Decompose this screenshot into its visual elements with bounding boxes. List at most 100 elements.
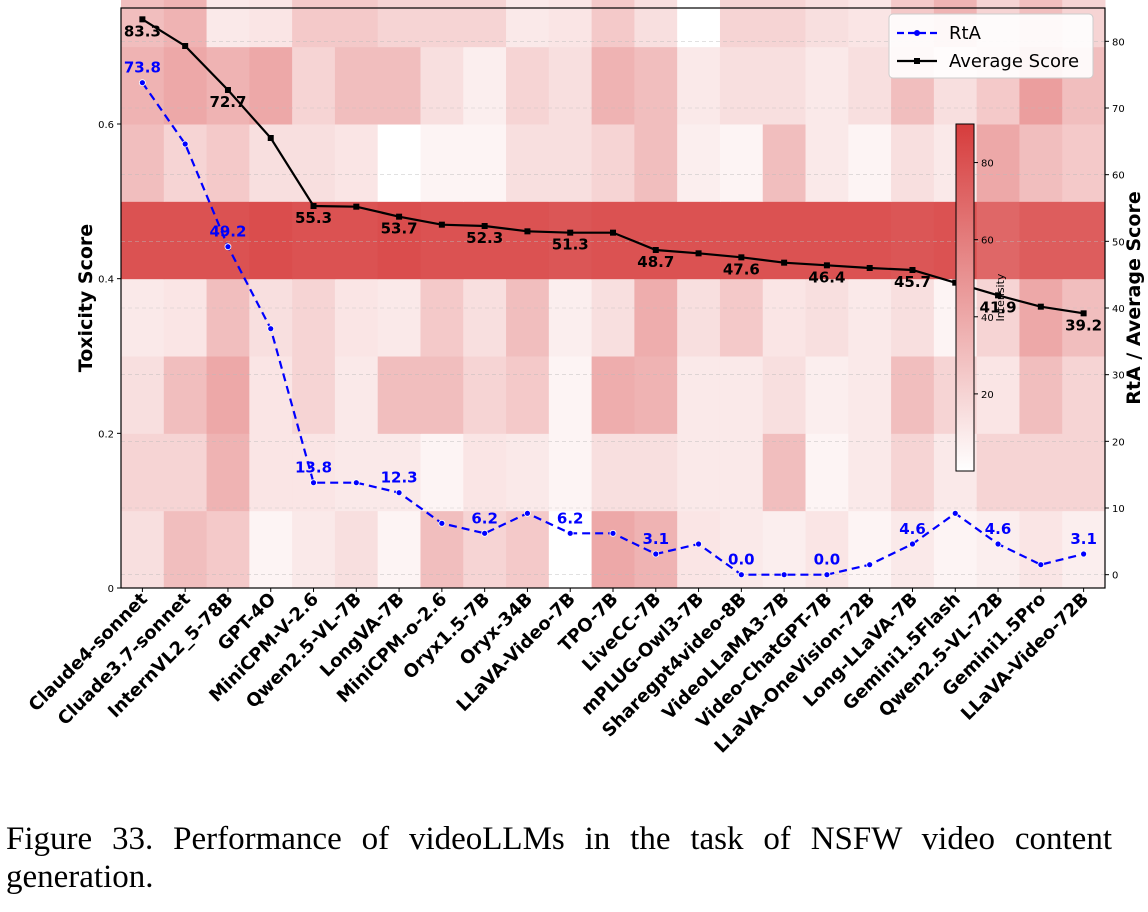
heatmap-cell [249,0,293,48]
average-score-point [139,16,146,23]
heatmap-cell [677,124,721,202]
rta-label: 6.2 [557,509,584,527]
heatmap-cell [548,46,593,125]
rta-point [566,529,574,537]
heatmap-cell [591,0,635,48]
heatmap-cell [1019,433,1063,512]
average-score-point [909,267,916,273]
heatmap-cell [334,201,379,280]
heatmap-cell [334,278,379,357]
heatmap-cell [762,356,807,434]
heatmap-cell [292,0,336,48]
heatmap-cell [976,356,1020,434]
heatmap-cell [634,124,678,202]
rta-point [481,529,489,537]
rta-point [994,540,1002,548]
heatmap-cell [719,0,764,48]
heatmap-cell [719,124,764,202]
average-score-label: 48.7 [637,253,674,271]
heatmap-cell [1019,201,1063,280]
heatmap-cell [634,201,678,280]
average-score-label: 53.7 [381,220,418,238]
heatmap-cell [1062,433,1106,512]
average-score-point [695,250,702,257]
heatmap-cell [548,124,593,202]
heatmap-cell [121,510,165,589]
heatmap-cell [163,0,208,48]
heatmap-cell [719,46,764,125]
heatmap-cell [206,124,250,202]
heatmap-cell [377,124,421,202]
figure-caption: Figure 33. Performance of videoLLMs in t… [6,821,1112,895]
heatmap-cell [848,433,892,512]
rta-point [438,519,446,527]
heatmap-cell [420,0,464,48]
heatmap-cell [719,201,764,280]
average-score-point [396,213,403,220]
heatmap-cell [548,510,593,589]
average-score-point [567,229,574,236]
rta-point [1080,550,1088,558]
left-tick-label: 0 [108,584,114,595]
right-tick-label: 10 [1112,504,1125,515]
heatmap-cell [891,124,935,202]
rta-label: 3.1 [642,530,669,548]
heatmap-cell [677,46,721,125]
heatmap-cell [163,356,208,434]
right-tick-label: 0 [1112,571,1118,582]
heatmap-cell [848,278,892,357]
heatmap-cell [805,433,849,512]
left-axis-title: Toxicity Score [75,224,97,372]
heatmap-cell [634,433,678,512]
heatmap-cell [249,201,293,280]
heatmap-cell [121,278,165,357]
heatmap-cell [891,356,935,434]
average-score-label: 52.3 [466,229,503,247]
average-score-point [652,247,659,253]
heatmap-cell [805,124,849,202]
colorbar-bar [955,123,975,472]
heatmap-cell [420,124,464,202]
heatmap-cell [762,201,807,280]
heatmap-cell [634,46,678,125]
heatmap-cell [1019,356,1063,434]
average-score-point [353,203,360,210]
heatmap-cell [548,201,593,280]
heatmap-cell [292,201,336,280]
rta-series: 73.8 49.2 13.8 12.3 6.2 6.2 3.1 0.0 0.0 4.6 4.6 3.1 [124,59,1097,579]
left-tick-label: 0.6 [98,120,114,131]
heatmap-cell [463,124,507,202]
heatmap [121,0,1106,589]
rta-point [181,140,189,148]
heatmap-cell [634,278,678,357]
heatmap-cell [506,46,550,125]
heatmap-cell [1062,510,1106,589]
gridlines [121,41,1105,575]
heatmap-cell [719,433,764,512]
heatmap-cell [334,433,379,512]
heatmap-cell [249,46,293,125]
heatmap-cell [420,278,464,357]
left-tick-label: 0.2 [98,429,114,440]
heatmap-cell [163,510,208,589]
heatmap-cell [762,278,807,357]
heatmap-cell [121,356,165,434]
heatmap-cell [249,433,293,512]
heatmap-cell [420,46,464,125]
rta-label: 3.1 [1070,530,1097,548]
heatmap-cell [1062,356,1106,434]
average-score-label: 41.9 [980,298,1017,316]
heatmap-cell [420,433,464,512]
heatmap-cell [206,433,250,512]
heatmap-cell [163,124,208,202]
rta-point [1037,561,1045,569]
heatmap-cell [463,356,507,434]
heatmap-cell [206,356,250,434]
rta-label: 73.8 [124,59,161,77]
heatmap-cell [848,124,892,202]
average-score-point [995,292,1002,299]
heatmap-cell [848,356,892,434]
heatmap-cell [848,0,892,48]
heatmap-cell [591,510,635,589]
right-tick-label: 70 [1112,104,1125,115]
